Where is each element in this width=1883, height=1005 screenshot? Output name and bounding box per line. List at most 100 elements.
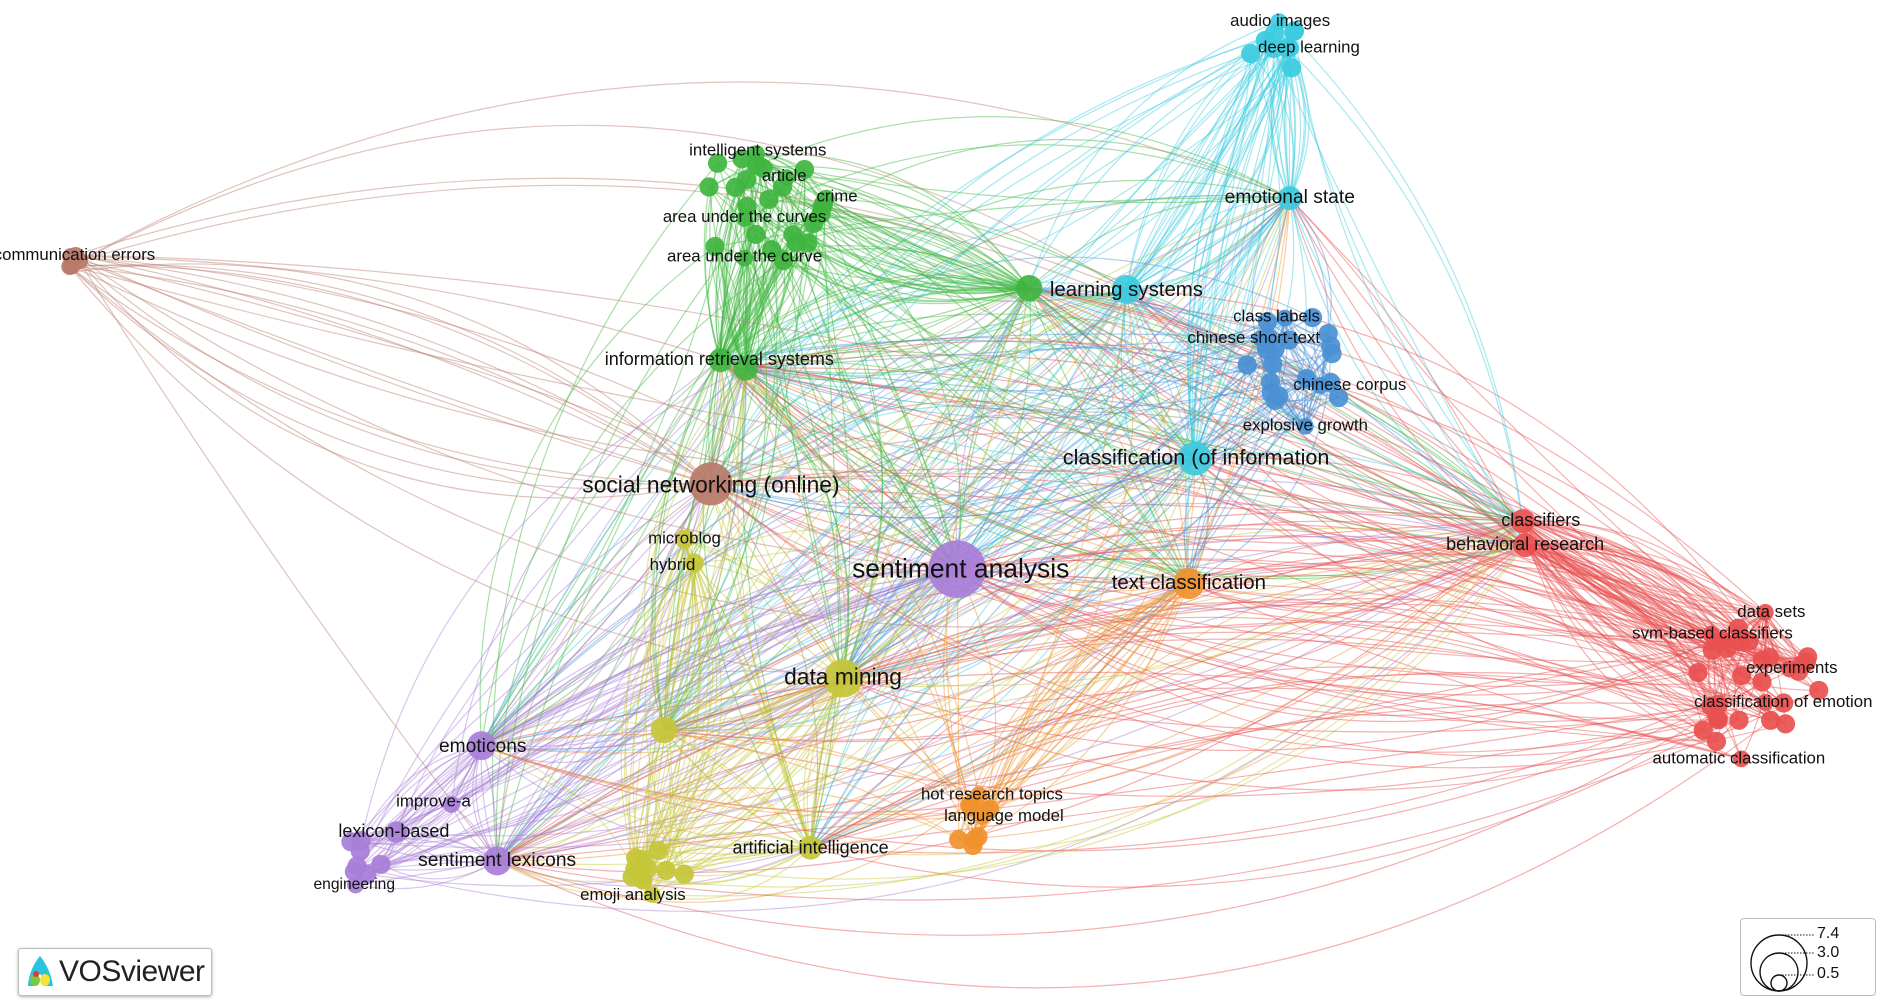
node-auc-curve[interactable] (736, 249, 753, 267)
node[interactable] (1257, 311, 1278, 332)
node[interactable] (1263, 354, 1283, 374)
node-language-model[interactable] (973, 808, 991, 825)
label-audio-images[interactable]: audio images (1230, 11, 1330, 30)
node[interactable] (648, 840, 669, 861)
node[interactable] (1809, 680, 1829, 701)
node[interactable] (1760, 647, 1780, 668)
node[interactable] (707, 153, 728, 173)
label-behavioral-research[interactable]: behavioral research (1446, 534, 1604, 554)
label-sentiment-lexicons[interactable]: sentiment lexicons (418, 850, 576, 871)
label-intelligent-systems[interactable]: intelligent systems (689, 141, 826, 160)
node-text-classification[interactable] (1173, 567, 1205, 600)
label-classification-emotion[interactable]: classification of emotion (1694, 692, 1872, 711)
label-improve-a[interactable]: improve-a (396, 792, 471, 811)
node[interactable] (746, 224, 766, 245)
label-deep-learning[interactable]: deep learning (1258, 37, 1360, 56)
node[interactable] (1296, 369, 1317, 389)
node-chinese-short-text[interactable] (1252, 330, 1270, 348)
node[interactable] (1279, 330, 1299, 350)
node-emoji-analysis[interactable] (643, 886, 661, 903)
node[interactable] (732, 149, 752, 169)
node-communication-errors[interactable] (61, 258, 79, 275)
label-learning-systems[interactable]: learning systems (1050, 279, 1203, 301)
label-emotional-state[interactable]: emotional state (1225, 187, 1355, 208)
label-communication-errors[interactable]: communication errors (0, 245, 155, 264)
node-engineering[interactable] (347, 876, 364, 894)
node-crime[interactable] (817, 189, 835, 207)
node[interactable] (650, 716, 678, 744)
node[interactable] (1702, 640, 1722, 661)
node[interactable] (347, 856, 367, 876)
node[interactable] (371, 854, 391, 875)
node[interactable] (804, 213, 824, 233)
node[interactable] (1739, 631, 1759, 651)
label-classification-info[interactable]: classification (of information (1063, 444, 1330, 469)
node-hybrid[interactable] (684, 553, 704, 573)
node[interactable] (1328, 388, 1349, 408)
label-language-model[interactable]: language model (944, 806, 1064, 825)
label-class-labels[interactable]: class labels (1233, 306, 1320, 325)
node[interactable] (968, 827, 988, 847)
node[interactable] (1015, 274, 1043, 302)
node[interactable] (762, 240, 782, 260)
node[interactable] (949, 830, 969, 850)
node[interactable] (794, 159, 815, 180)
node[interactable] (733, 356, 758, 381)
node[interactable] (1774, 693, 1794, 713)
node[interactable] (699, 177, 719, 197)
node[interactable] (1264, 38, 1284, 59)
node-lexicon-based[interactable] (385, 821, 408, 843)
node[interactable] (705, 236, 725, 257)
node[interactable] (1752, 672, 1772, 692)
label-explosive-growth[interactable]: explosive growth (1243, 416, 1368, 435)
node[interactable] (674, 864, 694, 884)
label-social-networking[interactable]: social networking (online) (582, 471, 839, 497)
node[interactable] (1798, 647, 1818, 667)
node-information-retrieval[interactable] (708, 348, 733, 373)
node-data-mining[interactable] (823, 659, 863, 698)
node-hot-research-topics[interactable] (970, 786, 988, 804)
node[interactable] (1732, 666, 1752, 686)
node-intelligent-systems[interactable] (748, 145, 765, 163)
label-lexicon-based[interactable]: lexicon-based (338, 821, 449, 841)
node[interactable] (1688, 663, 1708, 683)
node[interactable] (759, 189, 779, 210)
node-auc-curves[interactable] (736, 210, 753, 227)
node[interactable] (1237, 355, 1257, 375)
node-behavioral-research[interactable] (1513, 533, 1538, 558)
label-auc-curve[interactable]: area under the curve (667, 246, 822, 265)
node-classification-info[interactable] (1178, 441, 1212, 476)
node[interactable] (1302, 307, 1323, 328)
label-svm-based[interactable]: svm-based classifiers (1632, 623, 1793, 642)
label-emoji-analysis[interactable]: emoji analysis (580, 885, 686, 904)
label-chinese-corpus[interactable]: chinese corpus (1293, 375, 1406, 394)
label-hot-research-topics[interactable]: hot research topics (921, 784, 1063, 803)
node-improve-a[interactable] (443, 796, 460, 813)
node-data-sets[interactable] (1756, 603, 1774, 621)
node[interactable] (1269, 386, 1289, 406)
node-artificial-intelligence[interactable] (798, 835, 823, 860)
node-automatic-classification[interactable] (1732, 750, 1750, 768)
node[interactable] (1241, 43, 1261, 64)
node[interactable] (1284, 21, 1305, 41)
node[interactable] (753, 158, 773, 178)
node[interactable] (1706, 731, 1727, 752)
label-crime[interactable]: crime (816, 186, 857, 205)
node[interactable] (786, 233, 806, 253)
node-explosive-growth[interactable] (1296, 417, 1314, 435)
node-emoticons[interactable] (467, 731, 496, 761)
label-experiments[interactable]: experiments (1746, 658, 1838, 677)
node-article[interactable] (778, 169, 795, 187)
node[interactable] (1322, 343, 1342, 364)
node[interactable] (1708, 710, 1728, 730)
label-text-classification[interactable]: text classification (1112, 572, 1266, 594)
label-classifiers[interactable]: classifiers (1501, 510, 1580, 530)
node[interactable] (1708, 694, 1729, 714)
node[interactable] (1761, 710, 1781, 730)
label-sentiment-analysis[interactable]: sentiment analysis (852, 553, 1069, 583)
node-experiments[interactable] (1780, 660, 1798, 678)
label-emoticons[interactable]: emoticons (439, 736, 527, 757)
node-class-labels[interactable] (1276, 309, 1294, 327)
label-information-retrieval[interactable]: information retrieval systems (605, 349, 834, 369)
